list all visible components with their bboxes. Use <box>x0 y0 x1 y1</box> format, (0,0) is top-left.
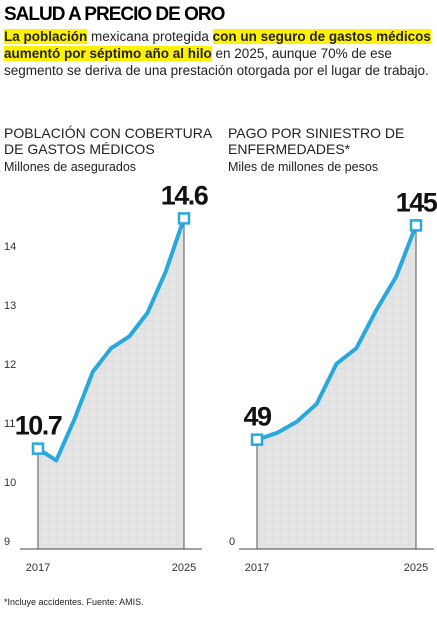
y-tick-label: 12 <box>4 359 16 371</box>
marker <box>31 442 45 455</box>
chart-subtitle: Millones de asegurados <box>4 160 137 174</box>
area <box>257 225 416 549</box>
intro: La población mexicana protegida con un s… <box>4 28 434 79</box>
line <box>36 217 186 463</box>
y-tick-label: 10 <box>4 477 16 489</box>
value-label: 145 <box>396 187 437 217</box>
y-tick-label: 11 <box>4 418 15 430</box>
x-tick-label: 2025 <box>172 562 196 574</box>
marker <box>177 212 191 225</box>
y-tick-label: 0 <box>229 536 235 548</box>
value-label: 49 <box>243 402 272 432</box>
value-label: 10.7 <box>15 411 62 441</box>
y-tick-label: 14 <box>4 241 16 253</box>
text: en 2025, aunque 70% de ese segmento se d… <box>4 46 429 78</box>
text: mexicana protegida <box>87 29 213 44</box>
highlight: La población <box>4 29 88 44</box>
marker <box>409 219 423 232</box>
chart-title: POBLACIÓN CON COBERTURA DE GASTOS MÉDICO… <box>4 125 212 157</box>
footnote: *Incluye accidentes. Fuente: AMIS. <box>4 597 144 607</box>
chart-title: PAGO POR SINIESTRO DE ENFERMEDADES* <box>228 125 405 157</box>
x-tick-label: 2025 <box>404 562 428 574</box>
line <box>256 224 418 442</box>
x-tick-label: 2017 <box>26 562 50 574</box>
area <box>38 218 184 549</box>
y-tick-label: 13 <box>4 300 16 312</box>
marker <box>250 433 264 446</box>
value-label: 14.6 <box>161 180 209 210</box>
chart-subtitle: Miles de millones de pesos <box>228 160 379 174</box>
y-tick-label: 9 <box>4 536 10 548</box>
x-tick-label: 2017 <box>245 562 269 574</box>
title: SALUD A PRECIO DE ORO <box>4 4 225 25</box>
